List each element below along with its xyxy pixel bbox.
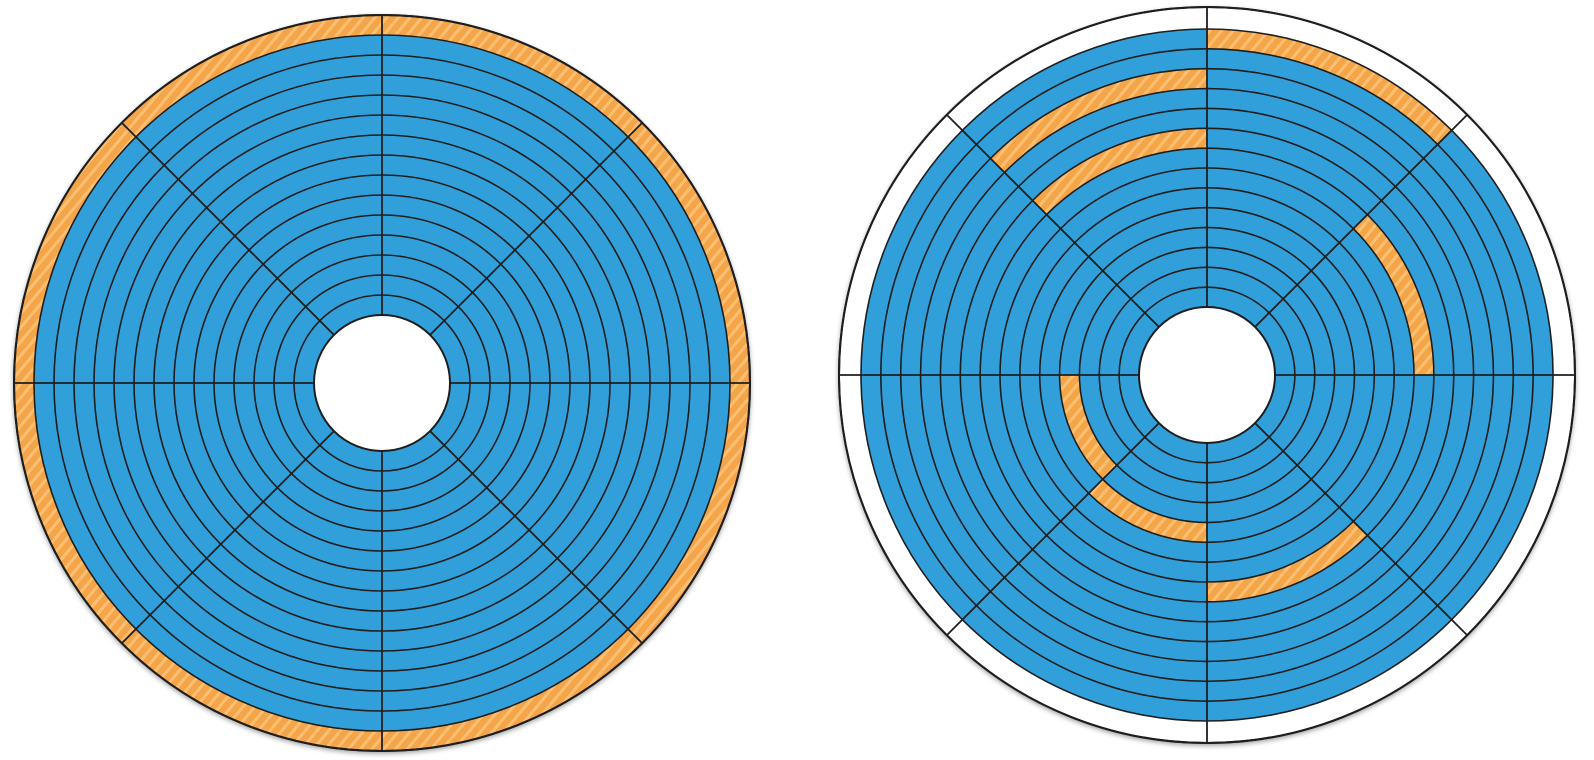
sector-line xyxy=(1254,422,1468,636)
hub xyxy=(1138,306,1276,444)
disk-right xyxy=(838,6,1576,744)
hub xyxy=(313,314,451,452)
sector-line xyxy=(946,114,1160,328)
reserved-segment xyxy=(1059,375,1117,480)
reserved-segment xyxy=(1207,521,1368,602)
sector-line xyxy=(121,430,335,644)
sector-line xyxy=(1254,114,1468,328)
platter-edge xyxy=(13,14,751,752)
platter-edge xyxy=(838,6,1576,744)
sector-line xyxy=(121,122,335,336)
disk-left xyxy=(13,14,751,752)
reserved-segment xyxy=(1353,214,1434,375)
sector-line xyxy=(946,422,1160,636)
sector-line xyxy=(429,430,643,644)
reserved-segment xyxy=(1032,128,1207,215)
sector-line xyxy=(429,122,643,336)
reserved-segment xyxy=(990,68,1207,173)
